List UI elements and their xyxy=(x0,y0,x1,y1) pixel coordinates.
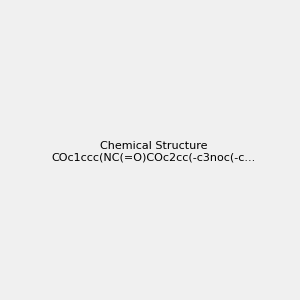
Text: Chemical Structure
COc1ccc(NC(=O)COc2cc(-c3noc(-c...: Chemical Structure COc1ccc(NC(=O)COc2cc(… xyxy=(52,141,256,162)
